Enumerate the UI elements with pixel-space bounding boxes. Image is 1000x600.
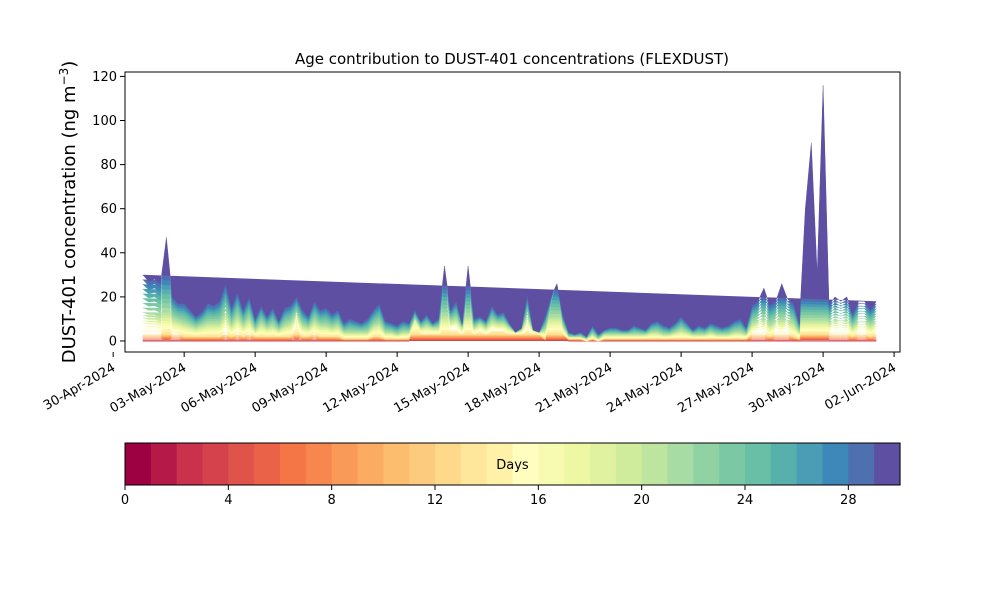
y-tick-label: 80 (100, 158, 117, 173)
x-tick-label: 21-May-2024 (533, 360, 615, 416)
colorbar-label: Days (496, 458, 529, 473)
y-tick-label: 20 (100, 290, 117, 305)
y-tick-label: 100 (92, 114, 117, 129)
colorbar-swatch (486, 443, 514, 485)
colorbar-swatch (357, 443, 384, 485)
colorbar-swatch (564, 443, 591, 485)
colorbar-swatch (228, 443, 255, 485)
x-tick-label: 09-May-2024 (249, 360, 331, 416)
area-band-day-29 (142, 85, 877, 337)
colorbar-swatch (125, 443, 152, 485)
x-tick-label: 27-May-2024 (675, 360, 757, 416)
area-band-day-27 (142, 99, 877, 338)
plot-area: 0 20 40 60 80 100 120 30-Apr-202403-May-202406-… (41, 70, 901, 416)
x-tick-label: 03-May-2024 (107, 360, 189, 416)
y-tick-label: 120 (92, 70, 117, 85)
y-axis-label: DUST-401 concentration (ng m−3) (57, 61, 80, 364)
colorbar-tick-label: 12 (427, 493, 444, 508)
colorbar-swatch (305, 443, 333, 485)
area-band-day-28 (142, 92, 877, 338)
y-tick-label: 40 (100, 246, 117, 261)
y-axis-label-superscript: −3 (57, 68, 71, 86)
colorbar-swatch (331, 443, 359, 485)
colorbar-swatch (693, 443, 720, 485)
colorbar-swatch (280, 443, 307, 485)
colorbar-swatch (667, 443, 694, 485)
x-tick-label: 02-Jun-2024 (822, 360, 899, 413)
colorbar-frame (124, 442, 901, 486)
area-band-day-23 (142, 128, 877, 339)
colorbar-swatch (176, 443, 204, 485)
colorbar-tick-label: 0 (121, 493, 129, 508)
area-band-day-24 (142, 121, 877, 339)
colorbar-swatch (590, 443, 617, 485)
x-tick-label: 18-May-2024 (462, 360, 544, 416)
colorbar: 0 4 8 12 16 20 24 28 Days (121, 442, 901, 508)
colorbar-swatch (796, 443, 824, 485)
y-tick-label: 60 (100, 202, 117, 217)
x-tick-label: 30-May-2024 (746, 360, 828, 416)
area-layers (142, 85, 877, 342)
area-band-day-26 (142, 106, 877, 338)
x-tick-label: 30-Apr-2024 (41, 360, 118, 413)
colorbar-swatch (460, 443, 488, 485)
y-tick-label: 0 (109, 334, 117, 349)
y-axis-label-main: DUST-401 concentration (ng m (59, 85, 80, 363)
area-band-day-25 (142, 113, 877, 338)
colorbar-swatch (719, 443, 746, 485)
plot-frame (124, 71, 901, 353)
x-tick-label: 15-May-2024 (391, 360, 473, 416)
colorbar-tick-label: 8 (328, 493, 336, 508)
colorbar-swatch (202, 443, 229, 485)
colorbar-swatch (409, 443, 436, 485)
colorbar-swatch (383, 443, 410, 485)
colorbar-swatch (641, 443, 669, 485)
colorbar-swatch (254, 443, 281, 485)
colorbar-swatch (512, 443, 539, 485)
colorbar-swatch (770, 443, 798, 485)
colorbar-tick-label: 24 (737, 493, 754, 508)
colorbar-swatch (435, 443, 462, 485)
colorbar-tick-label: 20 (633, 493, 650, 508)
colorbar-tick-label: 4 (224, 493, 232, 508)
colorbar-tick-label: 16 (530, 493, 547, 508)
colorbar-swatch (745, 443, 772, 485)
y-axis-label-close: ) (59, 61, 80, 68)
colorbar-swatch (822, 443, 849, 485)
x-tick-label: 12-May-2024 (320, 360, 402, 416)
x-tick-label: 06-May-2024 (178, 360, 260, 416)
chart-title: Age contribution to DUST-401 concentrati… (295, 50, 729, 68)
colorbar-swatch (538, 443, 565, 485)
colorbar-swatch (615, 443, 643, 485)
x-tick-label: 24-May-2024 (604, 360, 686, 416)
colorbar-swatch (874, 443, 901, 485)
colorbar-tick-label: 28 (840, 493, 857, 508)
colorbar-swatch (848, 443, 875, 485)
colorbar-swatch (150, 443, 178, 485)
